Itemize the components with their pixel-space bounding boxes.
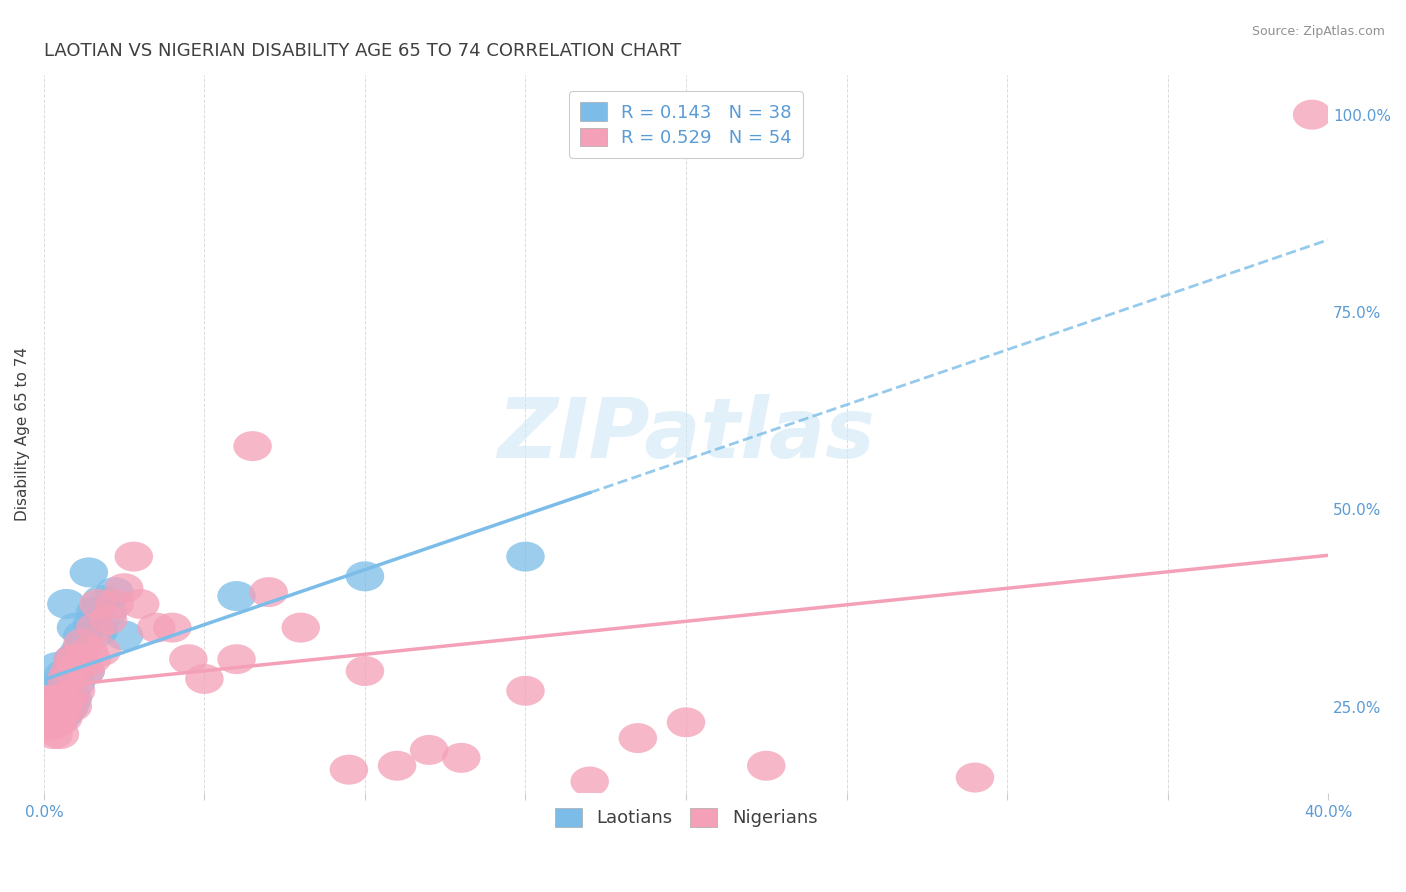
- Ellipse shape: [44, 660, 83, 690]
- Ellipse shape: [41, 704, 79, 733]
- Ellipse shape: [83, 585, 121, 615]
- Ellipse shape: [218, 581, 256, 611]
- Ellipse shape: [1294, 100, 1331, 129]
- Ellipse shape: [41, 719, 79, 749]
- Ellipse shape: [114, 541, 153, 572]
- Ellipse shape: [441, 743, 481, 772]
- Ellipse shape: [44, 680, 83, 710]
- Ellipse shape: [56, 668, 96, 698]
- Ellipse shape: [571, 766, 609, 797]
- Ellipse shape: [28, 704, 66, 733]
- Ellipse shape: [56, 676, 96, 706]
- Ellipse shape: [73, 608, 111, 639]
- Ellipse shape: [96, 589, 134, 619]
- Ellipse shape: [38, 683, 76, 714]
- Ellipse shape: [249, 577, 288, 607]
- Legend: Laotians, Nigerians: Laotians, Nigerians: [547, 801, 825, 835]
- Ellipse shape: [121, 589, 159, 619]
- Ellipse shape: [34, 676, 73, 706]
- Ellipse shape: [956, 763, 994, 793]
- Ellipse shape: [46, 672, 86, 702]
- Ellipse shape: [53, 683, 91, 714]
- Ellipse shape: [79, 616, 118, 647]
- Ellipse shape: [60, 652, 98, 682]
- Ellipse shape: [105, 574, 143, 603]
- Text: Source: ZipAtlas.com: Source: ZipAtlas.com: [1251, 25, 1385, 38]
- Ellipse shape: [41, 683, 79, 714]
- Ellipse shape: [28, 688, 66, 717]
- Ellipse shape: [41, 688, 79, 717]
- Ellipse shape: [63, 628, 101, 658]
- Ellipse shape: [31, 691, 69, 722]
- Ellipse shape: [41, 676, 79, 706]
- Ellipse shape: [31, 711, 69, 741]
- Ellipse shape: [346, 656, 384, 686]
- Ellipse shape: [44, 688, 83, 717]
- Ellipse shape: [76, 613, 114, 642]
- Ellipse shape: [53, 644, 91, 674]
- Ellipse shape: [46, 691, 86, 722]
- Ellipse shape: [666, 707, 706, 738]
- Text: ZIPatlas: ZIPatlas: [498, 393, 875, 475]
- Ellipse shape: [31, 683, 69, 714]
- Ellipse shape: [346, 561, 384, 591]
- Ellipse shape: [46, 589, 86, 619]
- Ellipse shape: [34, 699, 73, 730]
- Ellipse shape: [83, 636, 121, 666]
- Ellipse shape: [169, 644, 208, 674]
- Ellipse shape: [63, 621, 101, 650]
- Ellipse shape: [619, 723, 657, 753]
- Ellipse shape: [218, 644, 256, 674]
- Ellipse shape: [34, 691, 73, 722]
- Ellipse shape: [53, 644, 91, 674]
- Ellipse shape: [44, 699, 83, 730]
- Ellipse shape: [329, 755, 368, 785]
- Ellipse shape: [79, 589, 118, 619]
- Ellipse shape: [89, 605, 128, 635]
- Ellipse shape: [28, 707, 66, 738]
- Ellipse shape: [31, 696, 69, 725]
- Ellipse shape: [69, 636, 108, 666]
- Ellipse shape: [69, 558, 108, 587]
- Ellipse shape: [51, 680, 89, 710]
- Ellipse shape: [153, 613, 191, 642]
- Ellipse shape: [66, 656, 105, 686]
- Y-axis label: Disability Age 65 to 74: Disability Age 65 to 74: [15, 347, 30, 521]
- Ellipse shape: [34, 707, 73, 738]
- Ellipse shape: [51, 691, 89, 722]
- Ellipse shape: [60, 636, 98, 666]
- Ellipse shape: [53, 691, 91, 722]
- Ellipse shape: [41, 699, 79, 730]
- Ellipse shape: [46, 696, 86, 725]
- Ellipse shape: [56, 644, 96, 674]
- Ellipse shape: [378, 751, 416, 780]
- Ellipse shape: [66, 656, 105, 686]
- Ellipse shape: [46, 664, 86, 694]
- Ellipse shape: [281, 613, 321, 642]
- Ellipse shape: [506, 676, 544, 706]
- Ellipse shape: [105, 621, 143, 650]
- Ellipse shape: [73, 644, 111, 674]
- Ellipse shape: [136, 613, 176, 642]
- Ellipse shape: [747, 751, 786, 780]
- Ellipse shape: [186, 664, 224, 694]
- Ellipse shape: [506, 541, 544, 572]
- Ellipse shape: [76, 597, 114, 627]
- Ellipse shape: [38, 652, 76, 682]
- Ellipse shape: [96, 577, 134, 607]
- Ellipse shape: [38, 683, 76, 714]
- Ellipse shape: [411, 735, 449, 765]
- Ellipse shape: [56, 613, 96, 642]
- Ellipse shape: [233, 431, 271, 461]
- Ellipse shape: [44, 704, 83, 733]
- Ellipse shape: [38, 707, 76, 738]
- Ellipse shape: [51, 656, 89, 686]
- Text: LAOTIAN VS NIGERIAN DISABILITY AGE 65 TO 74 CORRELATION CHART: LAOTIAN VS NIGERIAN DISABILITY AGE 65 TO…: [44, 42, 681, 60]
- Ellipse shape: [38, 699, 76, 730]
- Ellipse shape: [34, 719, 73, 749]
- Ellipse shape: [51, 656, 89, 686]
- Ellipse shape: [89, 597, 128, 627]
